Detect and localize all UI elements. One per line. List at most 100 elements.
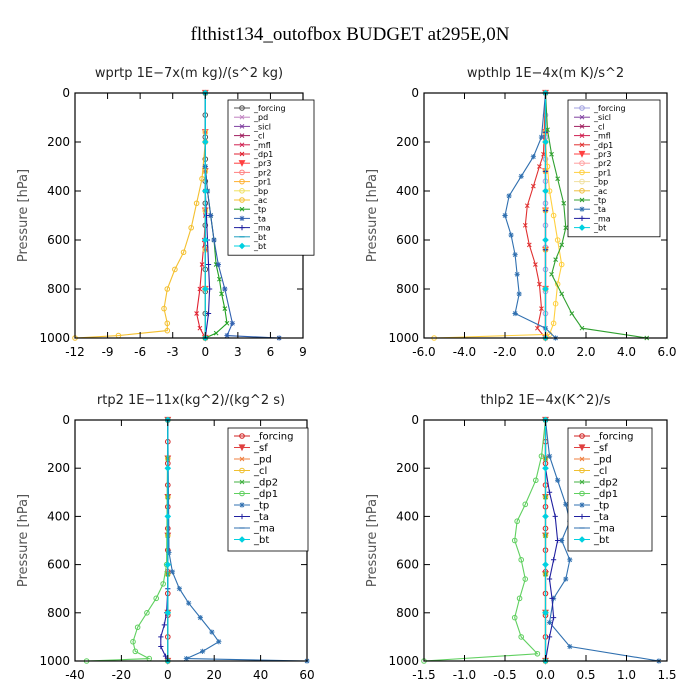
- legend-marker: [239, 467, 245, 474]
- data-point: [542, 236, 549, 244]
- y-axis-label: Pressure [hPa]: [16, 494, 31, 587]
- data-point: [164, 286, 171, 292]
- legend-label: _pr1: [593, 168, 611, 177]
- series-dp1: [83, 417, 171, 664]
- data-point: [559, 242, 565, 248]
- legend-label: _ta: [593, 205, 606, 214]
- data-point: [546, 619, 553, 626]
- legend-marker: [579, 490, 585, 497]
- x-tick-label: -12: [65, 345, 85, 359]
- x-tick-label: 2.0: [576, 345, 595, 359]
- data-point: [164, 327, 171, 334]
- data-point: [193, 200, 200, 207]
- data-point: [158, 634, 164, 640]
- data-point: [164, 561, 172, 568]
- legend-label: _ta: [593, 512, 609, 523]
- data-point: [215, 261, 221, 268]
- data-point: [134, 624, 141, 631]
- legend-label: _ma: [253, 524, 275, 535]
- data-point: [213, 330, 219, 336]
- y-tick-label: 400: [47, 509, 70, 523]
- data-point: [518, 634, 525, 640]
- legend-label: _ma: [593, 214, 611, 223]
- legend-label: _pr2: [593, 159, 611, 168]
- legend-marker: [238, 160, 246, 167]
- legend-label: _forcing: [253, 432, 294, 443]
- data-point: [518, 556, 525, 563]
- data-point: [541, 151, 546, 157]
- legend-marker: [239, 188, 245, 194]
- legend-label: _dp2: [593, 478, 618, 489]
- x-tick-label: 40: [253, 668, 268, 682]
- panel-title: wprtp 1E−7x(m kg)/(s^2 kg): [95, 66, 283, 81]
- panel-title: wpthlp 1E−4x(m K)/s^2: [467, 66, 624, 81]
- y-tick-label: 0: [411, 86, 419, 100]
- legend-marker: [239, 197, 245, 203]
- y-tick-label: 0: [62, 86, 70, 100]
- chart-panel-4: thlp2 1E−4x(K^2)/s Pressure [hPa] -1.5 -1.0…: [365, 393, 677, 682]
- x-tick-label: 1.0: [617, 668, 636, 682]
- legend-marker: [579, 188, 585, 194]
- x-tick-label: -3: [167, 345, 179, 359]
- data-point: [201, 236, 209, 244]
- x-tick-label: -2.0: [493, 345, 516, 359]
- y-tick-label: 200: [396, 461, 419, 475]
- y-tick-label: 800: [396, 282, 419, 296]
- legend-marker: [239, 105, 245, 111]
- legend-marker: [239, 490, 245, 497]
- legend-marker: [239, 479, 245, 485]
- y-axis-label: Pressure [hPa]: [16, 169, 31, 262]
- data-point: [176, 586, 182, 592]
- legend-marker: [239, 502, 245, 508]
- data-point: [222, 306, 228, 311]
- legend-label: _dp1: [253, 150, 273, 159]
- series-line: [423, 419, 547, 662]
- data-point: [197, 615, 203, 621]
- x-tick-label: 20: [207, 668, 222, 682]
- legend-box: [567, 99, 661, 238]
- legend-label: _dp1: [253, 489, 278, 500]
- x-tick-label: 0.5: [576, 668, 595, 682]
- data-point: [197, 325, 203, 331]
- data-point: [538, 134, 545, 140]
- legend-label: _ta: [253, 214, 266, 223]
- data-point: [518, 173, 524, 179]
- legend-marker: [239, 456, 245, 462]
- data-point: [563, 225, 569, 231]
- x-tick-label: 6.0: [657, 345, 676, 359]
- y-tick-label: 400: [396, 509, 419, 523]
- y-tick-label: 200: [396, 135, 419, 149]
- data-point: [550, 320, 557, 327]
- data-point: [579, 325, 585, 331]
- data-point: [559, 537, 565, 544]
- data-point: [542, 187, 549, 195]
- data-point: [526, 242, 532, 248]
- legend-label: _ac: [253, 196, 267, 205]
- legend-label: _forcing: [593, 104, 626, 113]
- data-point: [186, 600, 192, 606]
- series-line: [86, 419, 169, 662]
- data-point: [563, 576, 569, 582]
- data-point: [542, 138, 549, 146]
- data-point: [216, 639, 222, 645]
- data-point: [130, 638, 136, 645]
- x-tick-label: 0.0: [536, 668, 555, 682]
- data-point: [201, 138, 209, 146]
- data-point: [549, 151, 554, 157]
- chart-panel-2: wpthlp 1E−4x(m K)/s^2 Pressure [hPa] -6.0 -…: [365, 66, 677, 359]
- legend-marker: [239, 513, 245, 520]
- series-bt: [542, 89, 549, 342]
- data-point: [567, 557, 573, 563]
- legend-marker: [579, 178, 585, 185]
- legend-label: _pr1: [253, 178, 271, 187]
- legend-label: _pd: [253, 455, 272, 466]
- data-point: [211, 237, 217, 243]
- legend-label: _tp: [593, 501, 609, 512]
- x-tick-label: -6: [134, 345, 146, 359]
- x-tick-label: 0: [164, 668, 172, 682]
- legend-label: _bt: [593, 535, 609, 546]
- series-line: [74, 93, 206, 339]
- panel-title: thlp2 1E−4x(K^2)/s: [481, 393, 611, 408]
- x-tick-label: -6.0: [412, 345, 435, 359]
